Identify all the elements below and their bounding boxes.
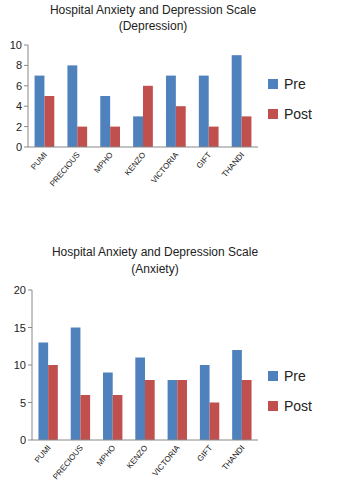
- y-tick: [24, 106, 28, 107]
- bar: [44, 96, 54, 147]
- y-tick-label: 6: [16, 80, 22, 92]
- legend-swatch: [268, 109, 278, 119]
- legend-label: Post: [284, 106, 312, 122]
- x-tick-label: GIFT: [195, 443, 214, 463]
- legend-label: Pre: [284, 368, 306, 384]
- bar: [80, 395, 90, 440]
- bar: [242, 116, 252, 147]
- bar: [133, 116, 143, 147]
- y-tick: [28, 290, 32, 291]
- chart: Hospital Anxiety and Depression Scale (De…: [10, 3, 312, 188]
- bar: [100, 96, 110, 147]
- bar: [103, 373, 113, 441]
- bar: [35, 76, 45, 147]
- bar: [200, 365, 210, 440]
- legend-swatch: [268, 79, 278, 89]
- y-tick: [24, 65, 28, 66]
- bar: [135, 358, 145, 441]
- bar: [176, 106, 186, 147]
- bar: [199, 76, 209, 147]
- y-tick-label: 0: [20, 434, 26, 446]
- bar: [113, 395, 123, 440]
- y-tick: [28, 440, 32, 441]
- bar: [67, 65, 77, 147]
- bar: [145, 380, 155, 440]
- legend-label: Post: [284, 398, 312, 414]
- legend-swatch: [268, 371, 278, 381]
- x-tick-label: THANDI: [220, 151, 246, 180]
- y-tick: [24, 126, 28, 127]
- bar: [209, 127, 219, 147]
- x-tick-label: MPHO: [95, 444, 117, 468]
- x-tick-label: PUMI: [29, 151, 49, 172]
- y-tick: [24, 147, 28, 148]
- legend-swatch: [268, 401, 278, 411]
- y-tick-label: 0: [16, 141, 22, 153]
- x-tick-label: GIFT: [195, 150, 214, 170]
- y-tick: [28, 365, 32, 366]
- y-tick-label: 8: [16, 59, 22, 71]
- bars: [38, 328, 251, 441]
- x-axis: [32, 440, 258, 441]
- y-tick: [28, 327, 32, 328]
- bar: [77, 127, 87, 147]
- x-tick-label: MPHO: [92, 151, 114, 175]
- x-tick-label: PUMI: [33, 444, 53, 465]
- x-tick-label: THANDI: [220, 444, 246, 473]
- y-tick-label: 5: [20, 397, 26, 409]
- x-tick-label: VICTORIA: [151, 443, 183, 478]
- y-tick-label: 20: [14, 284, 26, 296]
- bar: [232, 350, 242, 440]
- bar: [210, 403, 220, 441]
- x-tick-label: KENZO: [123, 151, 148, 178]
- x-tick-label: KENZO: [125, 444, 150, 471]
- y-tick: [24, 85, 28, 86]
- bar: [110, 127, 120, 147]
- bar: [168, 380, 178, 440]
- y-tick-label: 2: [16, 121, 22, 133]
- subtitle: (Anxiety): [131, 262, 178, 276]
- bar: [232, 55, 242, 147]
- y-tick-label: 4: [16, 100, 22, 112]
- x-axis: [28, 147, 258, 148]
- bar: [177, 380, 187, 440]
- figure: Hospital Anxiety and Depression Scale (De…: [0, 0, 353, 500]
- y-tick: [28, 402, 32, 403]
- title: Hospital Anxiety and Depression Scale: [50, 3, 256, 17]
- y-tick-label: 10: [14, 359, 26, 371]
- x-tick-label: VICTORIA: [149, 150, 181, 185]
- y-axis: [32, 290, 33, 440]
- subtitle: (Depression): [119, 19, 188, 33]
- y-tick-label: 10: [10, 39, 22, 51]
- y-tick-label: 15: [14, 322, 26, 334]
- title: Hospital Anxiety and Depression Scale: [52, 245, 258, 259]
- bar: [242, 380, 252, 440]
- bar: [143, 86, 153, 147]
- bar: [166, 76, 176, 147]
- legend-label: Pre: [284, 76, 306, 92]
- y-axis: [28, 45, 29, 147]
- x-tick-label: PRECIOUS: [48, 151, 82, 189]
- bar: [38, 343, 48, 441]
- x-tick-label: PRECIOUS: [51, 444, 85, 482]
- chart: Hospital Anxiety and Depression Scale (An…: [14, 245, 312, 481]
- bar: [71, 328, 81, 441]
- bars: [35, 55, 252, 147]
- bar: [48, 365, 58, 440]
- y-tick: [24, 45, 28, 46]
